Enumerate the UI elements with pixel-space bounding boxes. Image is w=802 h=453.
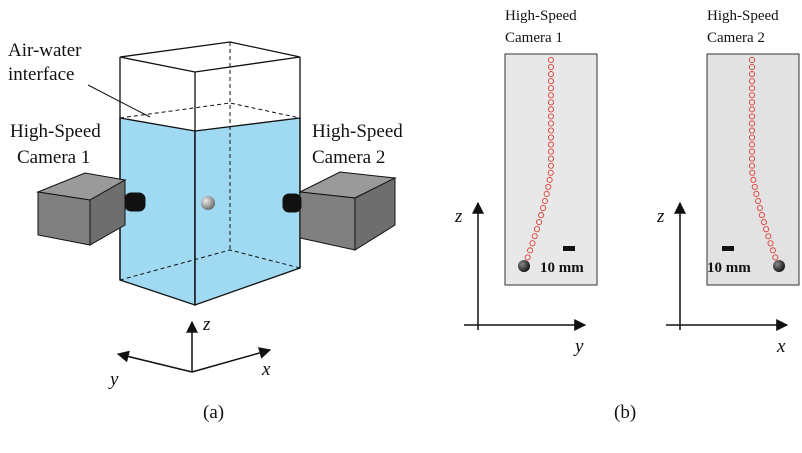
scale-label: 10 mm [540,260,584,276]
figure: Air-water interface High-Speed Camera 1 … [0,0,802,453]
camera-label: High-Speed [10,121,101,142]
camera-label: High-Speed [707,8,779,24]
camera-view [707,54,799,285]
caption: (b) [614,402,636,423]
axis-label: z [202,314,211,335]
scale-bar [563,246,575,251]
axis-label: y [108,369,119,390]
interface-label: interface [8,64,74,85]
axes-a [118,322,270,372]
caption: (a) [203,402,224,423]
sphere [773,260,785,272]
camera-label: Camera 2 [707,30,765,46]
axis-label: x [776,336,786,357]
interface-label: Air-water [8,40,82,61]
scale-label: 10 mm [707,260,751,276]
tank [88,42,300,305]
sphere [201,196,215,210]
axis-label: x [261,359,271,380]
camera-view [505,54,597,285]
axis-label: y [573,336,584,357]
sphere [518,260,530,272]
camera-label: High-Speed [505,8,577,24]
axis-label: z [656,206,665,227]
camera-label: High-Speed [312,121,403,142]
axis-label: z [454,206,463,227]
camera-label: Camera 1 [17,147,90,168]
camera-label: Camera 2 [312,147,385,168]
scale-bar [722,246,734,251]
camera-label: Camera 1 [505,30,563,46]
views: High-Speed Camera 1 10 mm z y High-Speed Camer… [454,8,799,357]
